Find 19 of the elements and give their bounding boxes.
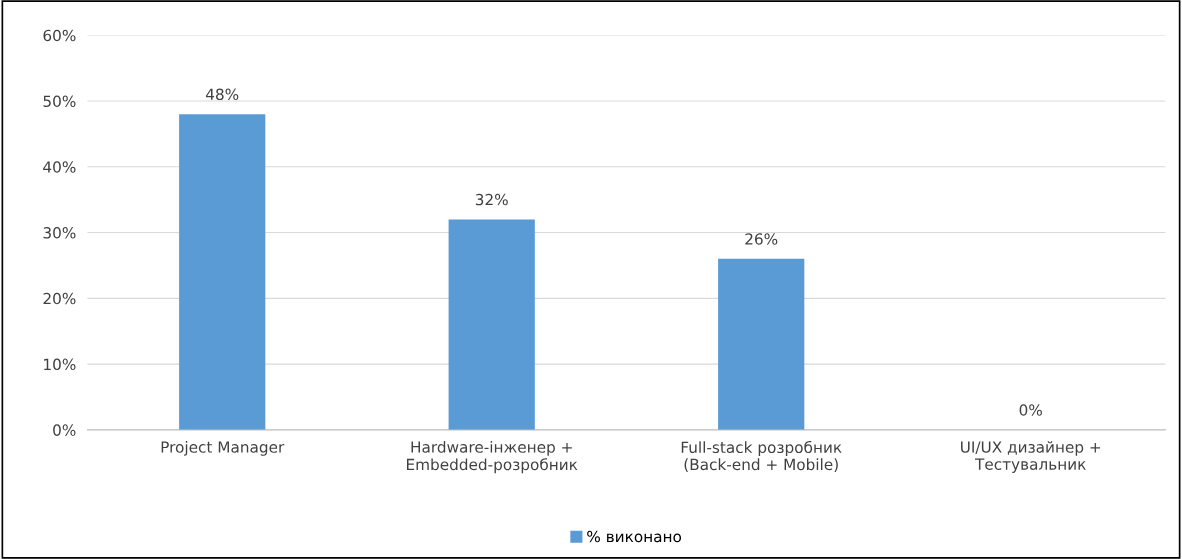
y-tick-label: 10% <box>44 358 76 371</box>
y-tick-label: 40% <box>43 161 76 173</box>
bar <box>448 219 535 430</box>
bar <box>179 114 266 430</box>
text: 0% <box>1019 404 1042 416</box>
legend-label: % виконано <box>587 530 682 543</box>
y-tick-label: 30% <box>43 227 76 239</box>
bar <box>718 258 805 430</box>
x-tick-label: Hardware-інженер + Embedded-розробник <box>407 440 578 474</box>
y-tick-label: 0% <box>53 424 76 436</box>
y-tick-label: 60% <box>43 29 76 42</box>
y-tick-label: 50% <box>43 95 76 108</box>
x-tick-label: Project Manager <box>161 440 285 456</box>
x-tick-label: UI/UX дизайнер + Тестувальник <box>961 441 1101 473</box>
text: 26% <box>745 233 778 245</box>
y-tick-label: 20% <box>43 292 76 305</box>
x-tick-label: Full-stack розробник (Back-end + Mobile) <box>681 440 842 472</box>
text: 32% <box>475 193 508 206</box>
text: 48% <box>205 88 239 101</box>
